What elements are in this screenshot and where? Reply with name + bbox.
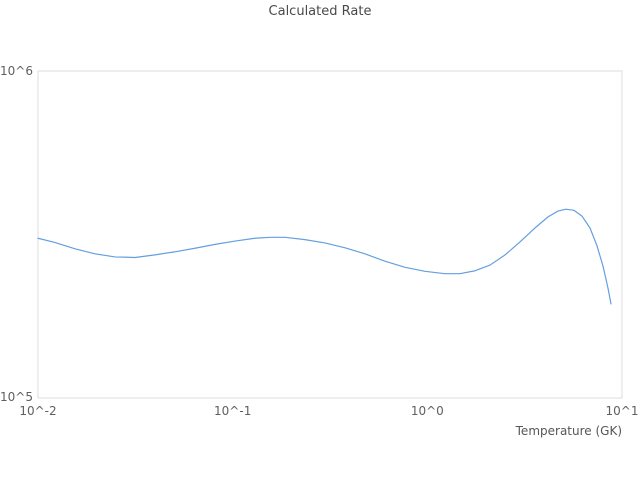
chart-frame [37,70,623,399]
y-tick-1: 10^5 [0,390,33,404]
y-tick-0: 10^6 [0,64,33,78]
rate-line [37,208,612,305]
x-tick-3: 10^1 [605,404,639,418]
x-tick-2: 10^0 [410,404,444,418]
x-axis-label: Temperature (GK) [515,424,622,438]
x-tick-1: 10^-1 [214,404,252,418]
x-tick-0: 10^-2 [19,404,57,418]
chart-title: Calculated Rate [268,4,372,19]
